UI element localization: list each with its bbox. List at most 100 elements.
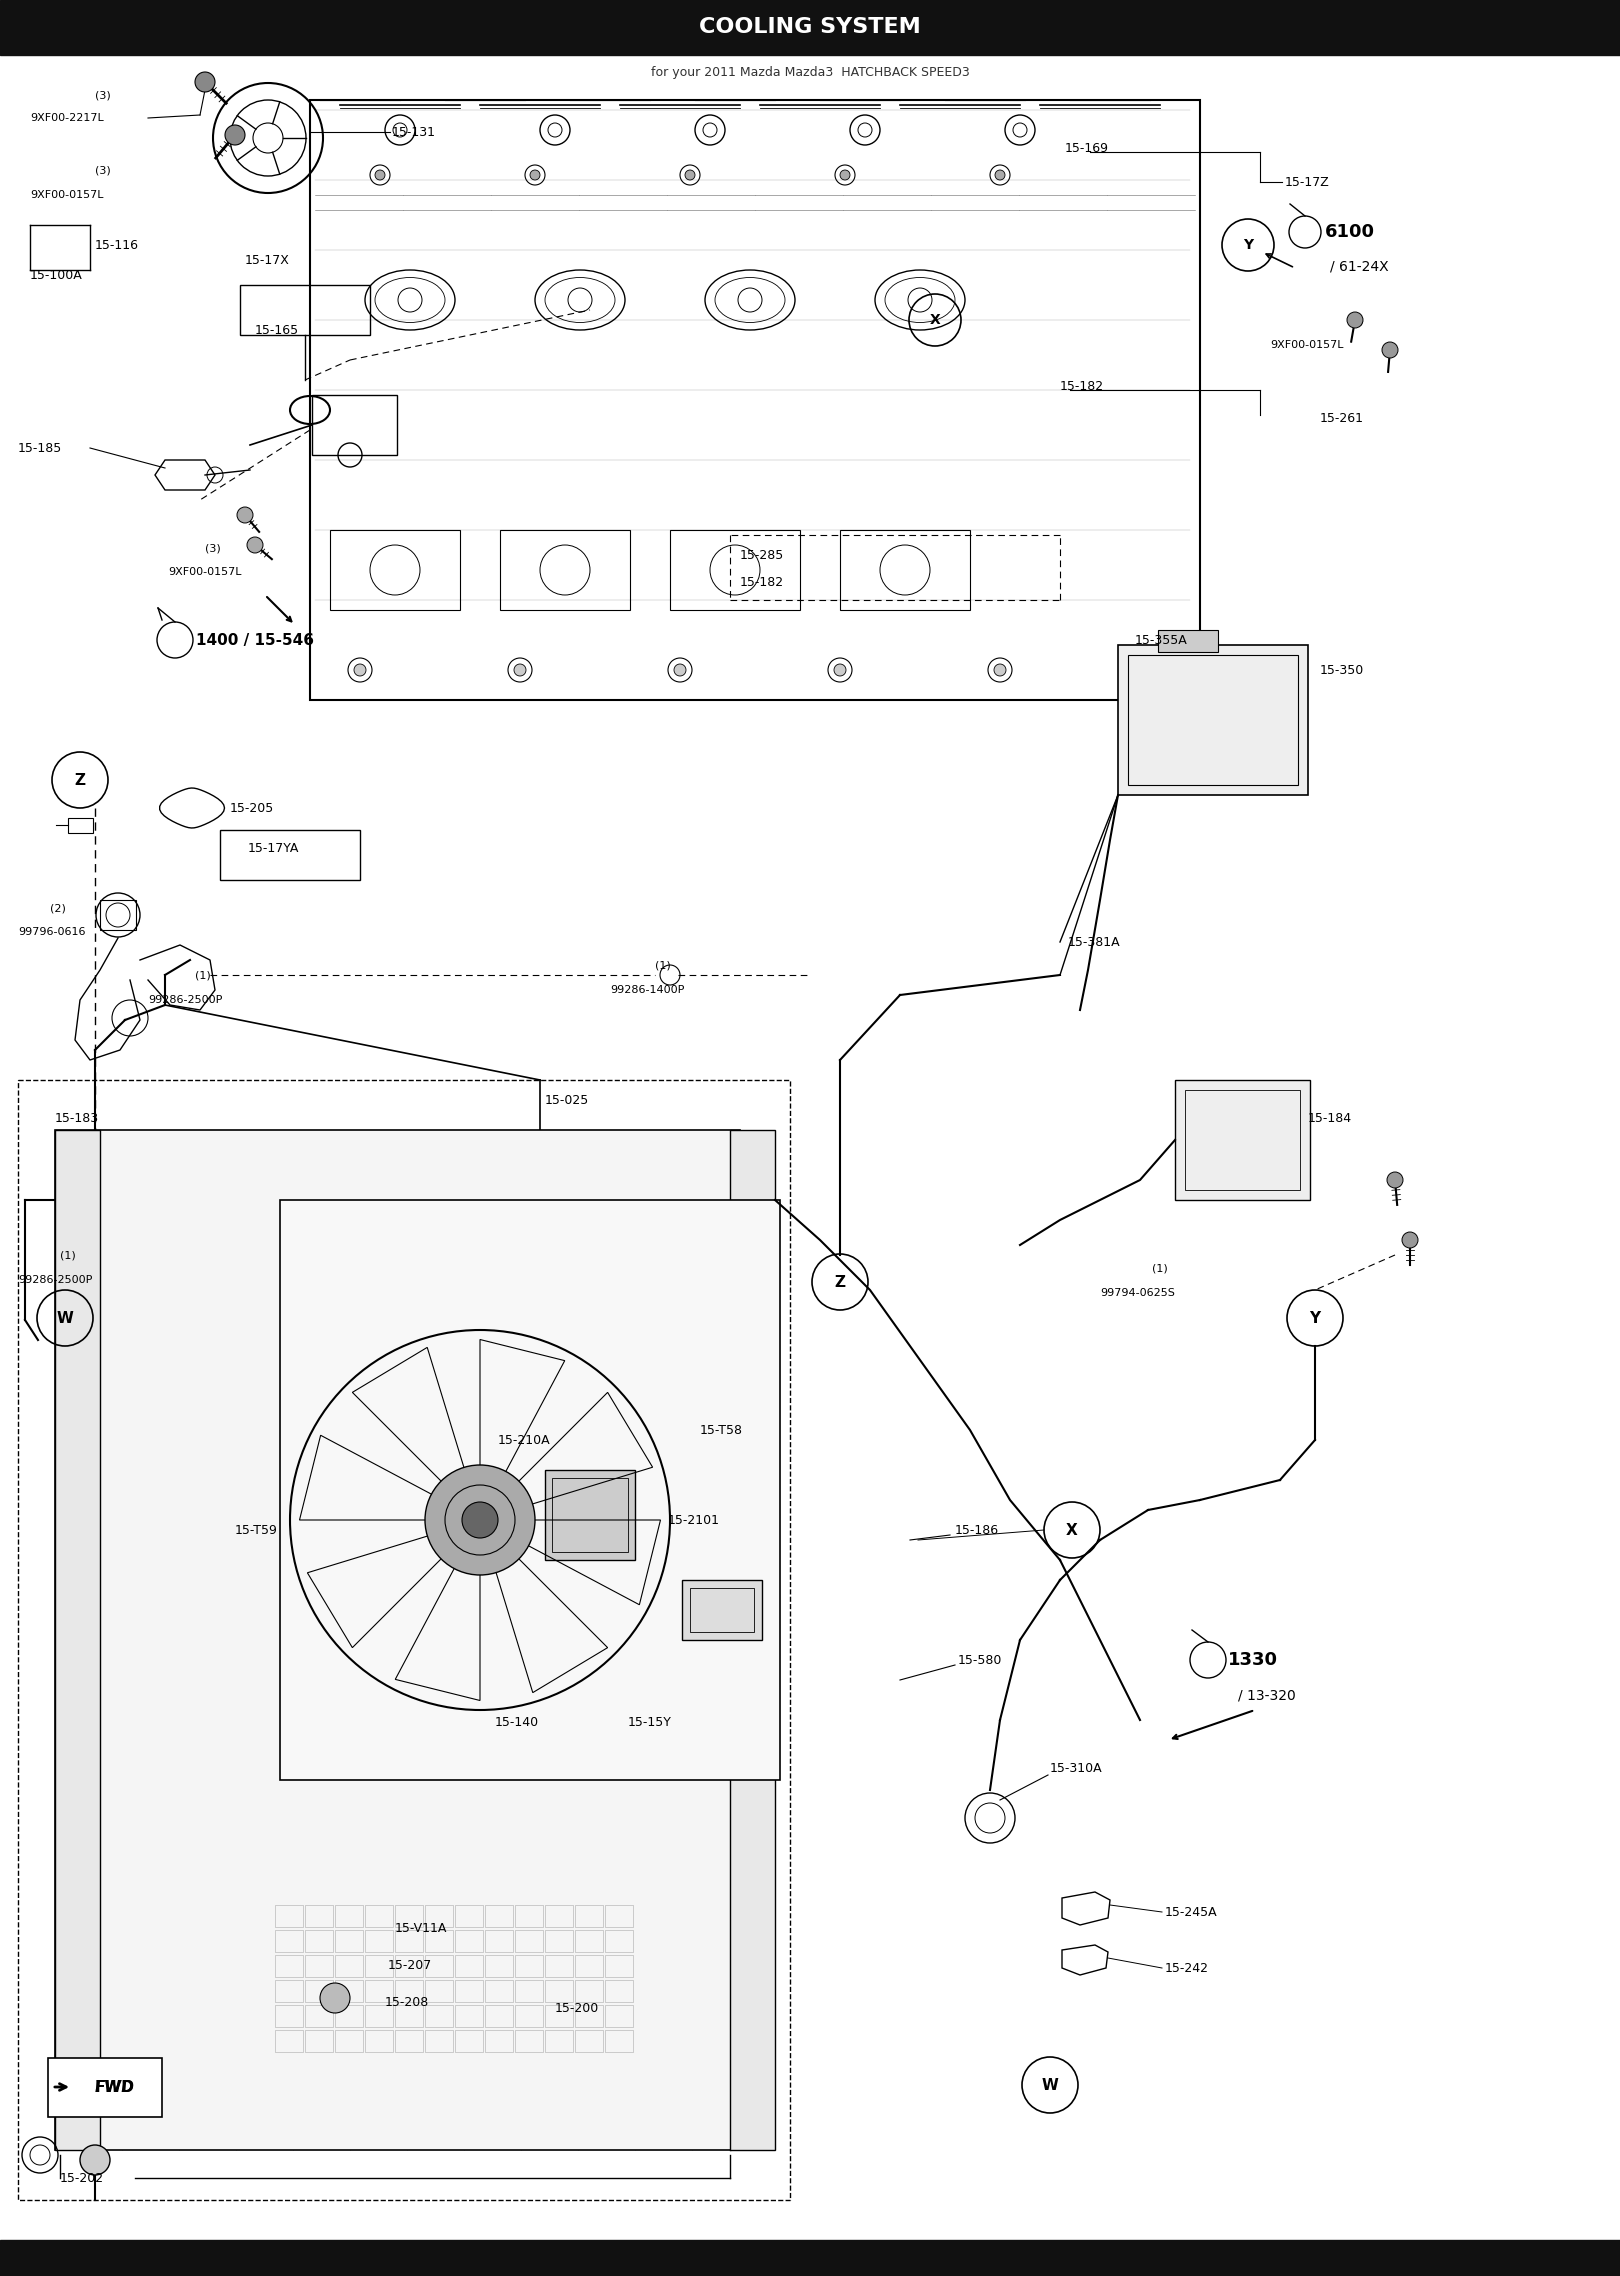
Bar: [604, 1905, 633, 1928]
Bar: [335, 1955, 363, 1978]
Circle shape: [995, 665, 1006, 676]
Text: 15-T59: 15-T59: [235, 1523, 279, 1536]
Text: (3): (3): [96, 91, 110, 100]
Bar: [1184, 1090, 1299, 1190]
Bar: [604, 1930, 633, 1953]
Circle shape: [514, 665, 526, 676]
Bar: [544, 1955, 573, 1978]
Text: 15-17X: 15-17X: [245, 253, 290, 266]
Bar: [544, 1905, 573, 1928]
Text: Y: Y: [1243, 239, 1252, 253]
Circle shape: [841, 171, 850, 180]
Bar: [455, 1905, 483, 1928]
Bar: [515, 1930, 543, 1953]
Bar: [575, 2005, 603, 2028]
Bar: [690, 1589, 753, 1632]
Circle shape: [1401, 1231, 1418, 1247]
Bar: [275, 2030, 303, 2053]
Text: COOLING SYSTEM: COOLING SYSTEM: [700, 16, 920, 36]
Bar: [604, 2005, 633, 2028]
Circle shape: [685, 171, 695, 180]
Text: (3): (3): [96, 164, 110, 175]
Text: 15-182: 15-182: [740, 576, 784, 589]
Circle shape: [462, 1502, 497, 1539]
Bar: [330, 530, 460, 610]
Text: (1): (1): [60, 1250, 76, 1261]
Bar: [335, 2030, 363, 2053]
Bar: [305, 1905, 334, 1928]
FancyBboxPatch shape: [49, 2058, 162, 2117]
Bar: [424, 2005, 454, 2028]
Bar: [515, 1980, 543, 2003]
Bar: [552, 1477, 629, 1552]
Text: (1): (1): [1152, 1263, 1168, 1272]
Text: 99794-0625S: 99794-0625S: [1100, 1288, 1174, 1297]
Bar: [515, 2030, 543, 2053]
Bar: [305, 1980, 334, 2003]
Bar: [841, 530, 970, 610]
Text: 15-261: 15-261: [1320, 412, 1364, 426]
Text: 15-285: 15-285: [740, 549, 784, 562]
Text: 9XF00-2217L: 9XF00-2217L: [31, 114, 104, 123]
Circle shape: [1382, 341, 1398, 357]
Circle shape: [246, 537, 262, 553]
Bar: [484, 1905, 514, 1928]
Circle shape: [424, 1466, 535, 1575]
Text: X: X: [1066, 1523, 1077, 1539]
Polygon shape: [55, 1129, 740, 2151]
Text: 6100: 6100: [1325, 223, 1375, 241]
Text: 15-15Y: 15-15Y: [629, 1716, 672, 1727]
Bar: [275, 1905, 303, 1928]
Circle shape: [194, 73, 215, 91]
Text: 15-116: 15-116: [96, 239, 139, 253]
Bar: [364, 1905, 394, 1928]
Text: (2): (2): [50, 904, 66, 913]
Bar: [484, 1930, 514, 1953]
Bar: [604, 1980, 633, 2003]
Bar: [484, 2030, 514, 2053]
Text: 15-207: 15-207: [389, 1960, 433, 1971]
Bar: [68, 817, 92, 833]
Bar: [335, 1930, 363, 1953]
Bar: [424, 1980, 454, 2003]
Bar: [455, 1930, 483, 1953]
Text: 15-350: 15-350: [1320, 665, 1364, 676]
Text: 1330: 1330: [1228, 1650, 1278, 1668]
Circle shape: [1387, 1172, 1403, 1188]
Bar: [544, 2005, 573, 2028]
Text: 9XF00-0157L: 9XF00-0157L: [168, 567, 241, 578]
Circle shape: [321, 1982, 350, 2012]
Bar: [364, 1980, 394, 2003]
Circle shape: [530, 171, 539, 180]
Text: 15-242: 15-242: [1165, 1962, 1209, 1976]
Text: / 61-24X: / 61-24X: [1330, 259, 1388, 273]
Bar: [575, 1930, 603, 1953]
Text: 15-208: 15-208: [386, 1996, 429, 2007]
Text: 15-202: 15-202: [60, 2171, 104, 2185]
Bar: [424, 2030, 454, 2053]
Bar: [671, 530, 800, 610]
Text: 15-200: 15-200: [556, 2001, 599, 2014]
Circle shape: [995, 171, 1004, 180]
Bar: [604, 2030, 633, 2053]
Polygon shape: [160, 787, 225, 828]
Text: 15-165: 15-165: [254, 323, 300, 337]
Text: 15-245A: 15-245A: [1165, 1905, 1218, 1919]
Text: 15-131: 15-131: [392, 125, 436, 139]
Text: 99286-2500P: 99286-2500P: [18, 1275, 92, 1286]
Bar: [395, 2005, 423, 2028]
Text: FWD: FWD: [96, 2080, 134, 2094]
Text: W: W: [57, 1311, 73, 1325]
Text: (3): (3): [206, 544, 220, 553]
Bar: [515, 1955, 543, 1978]
Circle shape: [834, 665, 846, 676]
Bar: [455, 2005, 483, 2028]
Text: Z: Z: [834, 1275, 846, 1290]
Text: 99286-1400P: 99286-1400P: [611, 986, 684, 995]
Bar: [395, 1905, 423, 1928]
Bar: [275, 1955, 303, 1978]
Bar: [731, 1129, 774, 2151]
Bar: [1158, 630, 1218, 651]
Bar: [424, 1930, 454, 1953]
Text: 15-184: 15-184: [1307, 1111, 1353, 1124]
